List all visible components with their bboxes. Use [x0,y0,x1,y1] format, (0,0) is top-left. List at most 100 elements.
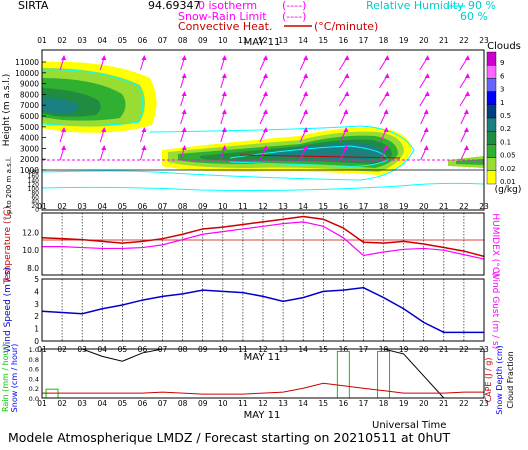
precipitation-panel: 01 02 03 04 05 06 07 08 09 10 11 12 13 14 15 16 17 18 19 20… [1,344,515,431]
cape-line [42,382,484,395]
cloud-time-tick-11: 11 [238,36,248,45]
cape-ylabel: CAPE (J / g) [484,358,493,403]
wind-arrow-head [303,127,309,132]
wind-arrow-head [61,127,67,132]
legend-swatch-0.1 [486,130,497,145]
wind-ytick-2: 2 [34,312,39,321]
cloud-panel-frame [41,49,485,211]
snow-ylabel: Snow (cm / hour) [10,344,19,413]
precip-date-label: MAY 11 [244,352,281,363]
legend-level-0.01: 0.01 [500,178,516,186]
precip-bottom-tick-08: 08 [178,399,188,408]
wind-arrow-head [303,55,309,60]
cloud-lower-ytick-20: 20 [31,203,39,210]
legend-swatch-0.02 [486,157,497,172]
cloud-time-tick-19: 19 [399,36,409,45]
temp-time-tick-03: 03 [77,202,87,211]
convective-label: Convective Heat. [178,20,272,33]
temperature-ytick-8.0: 8.0 [27,264,39,273]
rain-ylabel: Rain (mm / hour) [1,344,10,412]
precip-bottom-tick-12: 12 [258,399,268,408]
temp-time-tick-01: 01 [37,202,47,211]
cloud-ytick-8000: 8000 [20,90,39,99]
rh-label: Relative Humidity [366,0,464,12]
cloud-field [42,61,484,191]
site-number: 94.69347 [148,0,201,12]
wind-arrow-head [181,127,187,132]
wind-ytick-1: 1 [34,325,39,334]
precip-bottom-tick-20: 20 [419,399,429,408]
cloud-time-tick-16: 16 [339,36,349,45]
cloud-time-tick-09: 09 [198,36,208,45]
cloud-lower-ytick-140: 140 [28,177,40,184]
temp-time-tick-14: 14 [298,202,308,211]
wind-arrow-head [263,145,268,150]
convective-heating-line [239,154,401,159]
wind-arrow-head [61,145,67,150]
temp-time-tick-23: 23 [479,202,489,211]
temperature-line [41,215,485,258]
wind-arrow-head [141,127,147,132]
humidex-ylabel: HUMIDEX (°C) [490,213,500,276]
temperature-y-axis: 12.0 10.0 8.0 [22,228,39,272]
temperature-ytick-10.0: 10.0 [22,246,39,255]
cloud-lower-ytick-100: 100 [28,186,40,193]
wind-arrow-head [344,91,350,96]
snow-rain-symbol: (----) [282,10,306,23]
cloud-time-ticks: 01 02 03 04 05 06 07 08 09 10 11 12 13 14 15 16 17 18 19 20… [37,36,489,45]
legend-swatch-1 [486,91,497,105]
cloud-time-tick-14: 14 [298,36,308,45]
wind-ytick-3: 3 [34,300,39,309]
precip-bottom-tick-07: 07 [158,399,168,408]
precip-bottom-tick-23: 23 [479,399,489,408]
convective-unit: (°C/minute) [314,20,378,33]
wind-arrow-head [141,55,147,60]
cloud-lower-ytick-80: 80 [31,190,39,197]
wind-arrow-head [181,73,187,78]
precip-ytick-0.2: 0.2 [29,385,39,393]
wind-arrow-head [181,55,187,60]
wind-arrow-head [343,127,349,132]
precip-time-ticks-bottom: 01 02 03 04 05 06 07 08 09 10 11 12 13 14 15 16 17 18 19 20… [37,399,489,408]
wind-arrow-head [464,55,470,60]
humidity-contour-low [42,182,484,191]
legend-swatch-3 [486,78,497,92]
cloud-left-core [42,97,79,114]
wind-panel: 5 4 3 2 1 0 Wind Speed (m / s) Wind Gust (m /… [3,267,500,353]
cloud-lower-ytick-60: 60 [31,194,39,201]
wind-arrow-head [263,73,268,78]
cloud-date-label: MAY 11 [244,37,281,48]
legend-level-0.2: 0.2 [500,125,511,133]
wind-ytick-4: 4 [34,287,39,296]
precip-bottom-tick-16: 16 [339,399,349,408]
wind-arrow-head [181,145,187,150]
precip-bottom-tick-17: 17 [359,399,369,408]
rain-bars [45,350,391,399]
wind-arrow-head [384,91,390,96]
site-name: SIRTA [18,0,49,12]
legend-level-6: 6 [500,72,505,80]
cloud-lower-ytick-0: 0 [35,207,39,214]
cloud-ytick-11000: 11000 [15,58,39,67]
temp-time-tick-15: 15 [318,202,328,211]
precip-bottom-tick-04: 04 [97,399,107,408]
cloud-legend-title: Clouds [487,41,521,52]
wind-ytick-5: 5 [34,275,39,284]
wind-arrow-head [423,127,429,132]
cloud-time-tick-12: 12 [258,36,268,45]
temperature-panel: 01 02 03 04 05 06 07 08 09 10 11 12 13 14 15 16 17 18 19 20… [3,202,500,285]
precip-bottom-tick-09: 09 [198,399,208,408]
wind-arrow-head [303,73,309,78]
temp-time-tick-05: 05 [118,202,128,211]
wind-arrow-head [221,55,227,60]
temp-time-tick-18: 18 [379,202,389,211]
cloud-panel: 01 02 03 04 05 06 07 08 09 10 11 12 13 14 15 16 17 18 19 20… [2,36,521,219]
cloud-ytick-6000: 6000 [20,112,39,121]
temp-time-tick-21: 21 [439,202,449,211]
temp-time-tick-10: 10 [218,202,228,211]
wind-arrow-head [384,55,390,60]
wind-arrow-head [101,127,107,132]
wind-gust-ylabel: Wind Gust (m / s) [490,271,500,349]
snow-rain-label: Snow-Rain Limit [178,10,267,23]
cloud-time-tick-17: 17 [359,36,369,45]
